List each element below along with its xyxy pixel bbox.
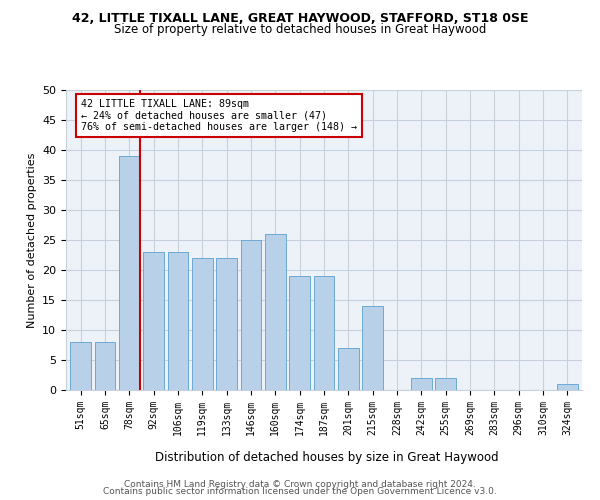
Bar [143,252,164,390]
Bar [436,378,456,390]
Bar [95,342,115,390]
Bar [314,276,334,390]
Bar [167,252,188,390]
Text: Size of property relative to detached houses in Great Haywood: Size of property relative to detached ho… [114,22,486,36]
Bar [557,384,578,390]
Text: Contains HM Land Registry data © Crown copyright and database right 2024.: Contains HM Land Registry data © Crown c… [124,480,476,489]
Bar [338,348,359,390]
Bar [289,276,310,390]
Bar [362,306,383,390]
Text: Contains public sector information licensed under the Open Government Licence v3: Contains public sector information licen… [103,487,497,496]
Bar [119,156,140,390]
Bar [265,234,286,390]
Y-axis label: Number of detached properties: Number of detached properties [26,152,37,328]
Bar [192,258,212,390]
Text: Distribution of detached houses by size in Great Haywood: Distribution of detached houses by size … [155,451,499,464]
Text: 42, LITTLE TIXALL LANE, GREAT HAYWOOD, STAFFORD, ST18 0SE: 42, LITTLE TIXALL LANE, GREAT HAYWOOD, S… [72,12,528,26]
Bar [216,258,237,390]
Bar [411,378,432,390]
Text: 42 LITTLE TIXALL LANE: 89sqm
← 24% of detached houses are smaller (47)
76% of se: 42 LITTLE TIXALL LANE: 89sqm ← 24% of de… [82,99,358,132]
Bar [241,240,262,390]
Bar [70,342,91,390]
